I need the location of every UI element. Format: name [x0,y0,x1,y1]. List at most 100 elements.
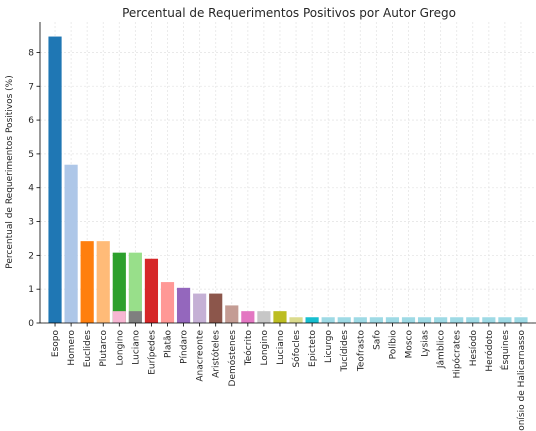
x-tick-label: Hipócrates [452,330,463,379]
bar [176,287,191,323]
x-tick: Teócrito [243,323,254,366]
bar [289,317,303,323]
y-axis-label: Percentual de Requerimentos Positivos (%… [5,75,15,268]
x-tick-label: Demóstenes [227,330,238,387]
bar [305,317,319,323]
x-tick-label: Luciano [276,330,286,365]
bar [193,293,207,323]
x-tick-label: Longino [260,330,270,366]
y-tick: 4 [28,184,40,194]
y-tick: 1 [28,285,40,295]
y-tick: 6 [28,116,40,126]
x-tick: Safo [372,323,382,350]
x-tick-label: Eurípedes [147,330,157,375]
x-tick-label: Plutarco [99,330,109,367]
x-tick-label: Platão [164,330,174,358]
x-tick-label: Hesíodo [469,330,479,367]
x-tick: Políbio [388,323,398,359]
x-tick: Longino [260,323,270,366]
bar [353,317,367,323]
bar [64,164,78,323]
x-tick: Demóstenes [227,323,238,386]
y-tick-label: 8 [28,48,34,58]
x-tick: Mosco [405,323,415,358]
x-tick: Euclides [83,323,93,367]
x-tick-label: Píndaro [180,330,190,364]
bar [80,241,94,323]
x-tick: Homero [67,323,77,366]
y-tick-label: 2 [28,251,34,261]
y-axis-ticks: 0 1 2 3 4 5 6 7 8 [28,48,40,329]
x-tick-label: Anacreonte [196,330,206,382]
bar-overlay [112,311,126,323]
x-tick-label: Lysias [421,330,431,357]
x-tick: Heródoto [484,323,495,372]
x-tick-label: Euclides [83,330,93,368]
bars [48,36,528,324]
x-tick: Aristóteles [211,323,222,378]
x-tick-label: Dionísio de Halicarnasso [517,330,527,431]
y-tick: 0 [28,319,40,329]
y-tick-label: 7 [28,82,34,92]
bar [401,317,416,323]
y-tick-label: 5 [28,150,34,160]
x-tick-label: Jâmblico [437,330,447,370]
bar [482,317,496,323]
bar [434,317,448,323]
x-tick-label: Teofrasto [356,330,366,373]
x-tick-label: Epicteto [308,330,318,367]
bar [160,282,175,323]
x-tick: Esopo [51,323,61,357]
x-tick-label: Ésquines [499,330,511,371]
x-tick: Lysias [421,323,431,357]
bar [96,241,110,323]
y-tick: 8 [28,48,40,58]
bar [514,317,528,323]
y-tick-label: 1 [28,285,34,295]
x-tick: Ésquines [499,323,511,370]
bar [144,258,159,323]
x-axis-ticks: Esopo Homero Euclides Plutarco Longino Lucian… [51,323,527,431]
x-tick: Luciano [131,323,141,365]
y-tick: 3 [28,218,40,228]
bar [337,317,351,323]
bar [128,252,142,323]
x-tick: Sófocles [291,323,302,368]
bar [385,317,400,323]
bar [241,311,255,323]
x-tick: Hipócrates [452,323,463,378]
x-tick-label: Mosco [405,330,415,359]
y-tick-label: 6 [28,116,34,126]
x-tick: Licurgo [324,323,334,363]
y-tick: 7 [28,82,40,92]
bar [257,311,271,323]
bar [417,317,432,323]
x-tick-label: Homero [67,330,77,366]
x-tick-label: Políbio [388,330,398,360]
y-tick-label: 3 [28,218,34,228]
x-tick-label: Sófocles [291,330,302,368]
bar [321,317,335,323]
x-tick-label: Longino [115,330,125,366]
x-tick: Dionísio de Halicarnasso [517,323,527,431]
x-tick: Hesíodo [469,323,479,366]
x-tick: Tucídides [340,323,350,372]
bar [112,252,126,323]
x-tick-label: Heródoto [484,330,495,372]
x-tick: Luciano [276,323,286,365]
x-tick: Longino [115,323,125,366]
grid-lines [40,22,536,324]
x-tick: Anacreonte [196,323,206,382]
x-tick-label: Tucídides [340,330,350,373]
x-tick-label: Luciano [131,330,141,365]
bar [369,317,383,323]
x-tick: Píndaro [180,323,190,364]
y-tick-label: 4 [28,184,34,194]
axes [39,22,536,324]
x-tick-label: Safo [372,330,382,350]
x-tick-label: Licurgo [324,330,334,363]
x-tick: Plutarco [99,323,109,367]
bar [450,317,464,323]
bar-overlay [128,311,142,323]
